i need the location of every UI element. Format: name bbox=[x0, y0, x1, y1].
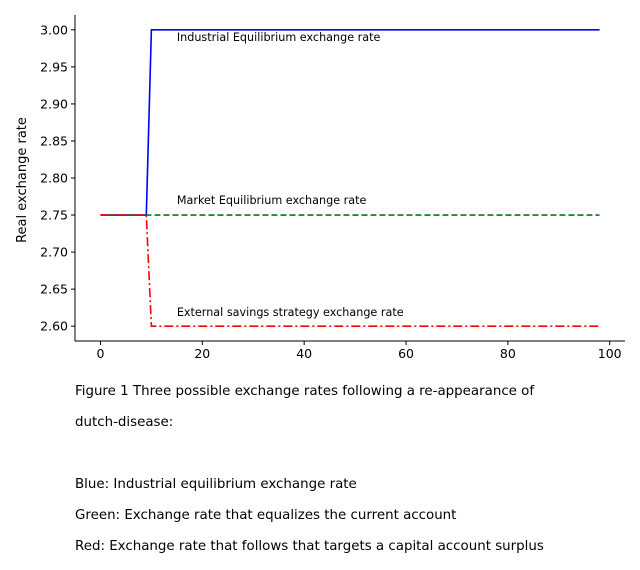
caption-line: Blue: Industrial equilibrium exchange ra… bbox=[75, 476, 357, 492]
x-tick-label: 100 bbox=[598, 346, 622, 361]
y-tick-label: 2.65 bbox=[40, 282, 68, 297]
caption-line: Figure 1 Three possible exchange rates f… bbox=[75, 383, 535, 399]
x-tick-label: 80 bbox=[500, 346, 516, 361]
x-tick-label: 0 bbox=[96, 346, 104, 361]
y-tick-label: 2.60 bbox=[40, 319, 68, 334]
y-tick-label: 3.00 bbox=[40, 22, 68, 37]
series-line-2 bbox=[100, 214, 600, 327]
annotation-label-0: Industrial Equilibrium exchange rate bbox=[177, 31, 381, 44]
annotation-label-2: External savings strategy exchange rate bbox=[177, 306, 404, 319]
y-tick-label: 2.95 bbox=[40, 59, 68, 74]
x-tick-label: 40 bbox=[296, 346, 312, 361]
caption-line: Green: Exchange rate that equalizes the … bbox=[75, 507, 457, 523]
y-tick-label: 2.85 bbox=[40, 133, 68, 148]
y-tick-label: 2.70 bbox=[40, 245, 68, 260]
x-tick-label: 20 bbox=[194, 346, 210, 361]
series-line-0 bbox=[100, 29, 600, 216]
x-tick-label: 60 bbox=[398, 346, 414, 361]
figure-caption: Figure 1 Three possible exchange rates f… bbox=[75, 368, 635, 570]
y-axis-label: Real exchange rate bbox=[15, 117, 30, 243]
y-tick-label: 2.90 bbox=[40, 96, 68, 111]
y-tick-label: 2.75 bbox=[40, 208, 68, 223]
caption-line: Red: Exchange rate that follows that tar… bbox=[75, 538, 544, 554]
y-tick-label: 2.80 bbox=[40, 171, 68, 186]
exchange-rate-chart: Industrial Equilibrium exchange rate Mark… bbox=[15, 15, 625, 361]
caption-line: dutch-disease: bbox=[75, 414, 174, 430]
annotation-label-1: Market Equilibrium exchange rate bbox=[177, 194, 367, 207]
